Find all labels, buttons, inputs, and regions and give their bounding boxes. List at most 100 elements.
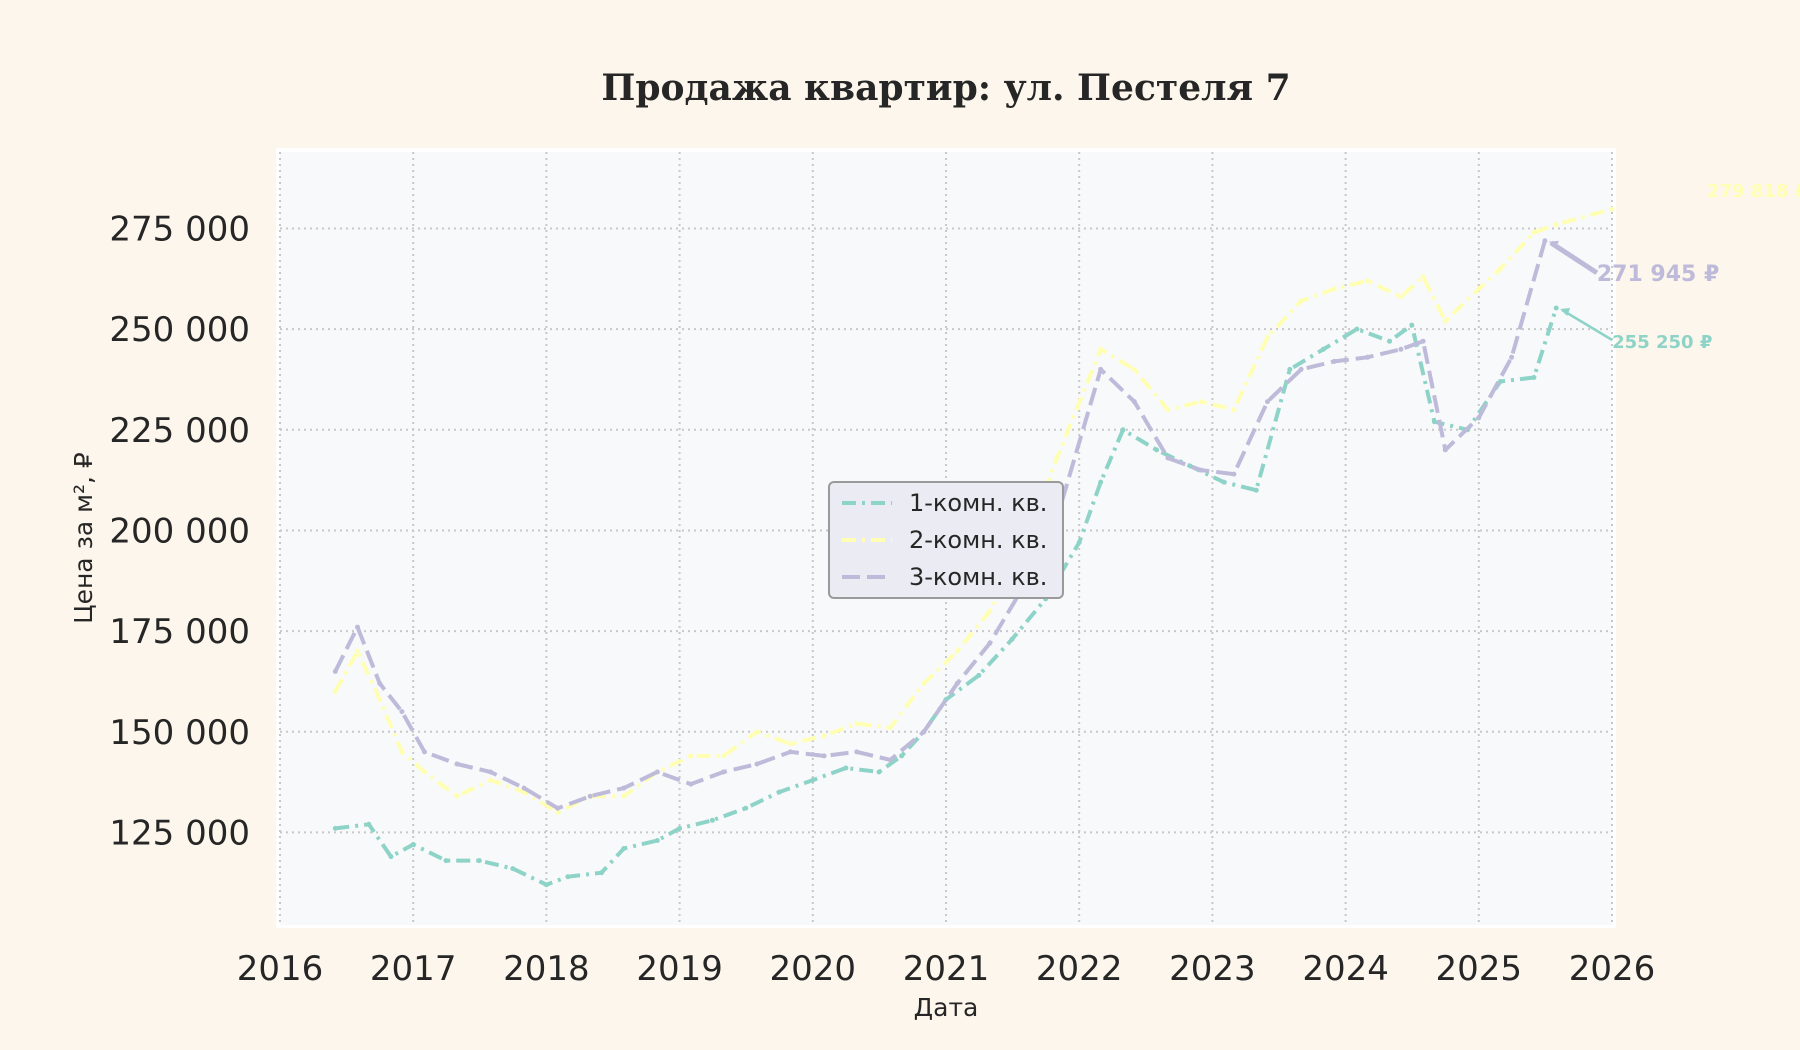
end-value-label: 279 818 ₽ — [1707, 181, 1800, 202]
y-tick-label: 275 000 — [109, 209, 250, 249]
data-point — [422, 749, 427, 755]
data-point — [1054, 455, 1060, 461]
data-point — [921, 680, 927, 686]
data-point — [1131, 399, 1137, 405]
data-point — [899, 753, 905, 759]
data-point — [1231, 471, 1237, 477]
annotation-arrow — [1549, 240, 1599, 275]
data-point — [1531, 375, 1537, 380]
data-point — [677, 825, 683, 831]
data-point — [776, 789, 782, 795]
data-point — [410, 842, 416, 847]
data-point — [1542, 238, 1548, 244]
data-point — [1476, 286, 1482, 292]
data-point — [1198, 467, 1204, 473]
data-point — [720, 753, 726, 759]
legend-label: 1-комн. кв. — [909, 489, 1047, 517]
data-point — [1165, 407, 1171, 413]
data-point — [987, 640, 993, 646]
data-point — [1398, 346, 1404, 352]
data-point — [688, 753, 694, 759]
data-point — [843, 765, 849, 771]
y-tick-label: 150 000 — [109, 713, 250, 753]
data-point — [1364, 278, 1370, 284]
data-point — [454, 793, 460, 799]
data-point — [1364, 354, 1370, 360]
data-point — [621, 793, 627, 799]
data-point — [654, 769, 660, 775]
annotation-arrow — [1561, 308, 1613, 342]
data-point — [488, 769, 494, 775]
data-point — [1331, 286, 1337, 292]
data-point — [1420, 274, 1426, 280]
data-point — [1098, 479, 1104, 485]
data-point — [1509, 354, 1515, 360]
data-point — [1009, 636, 1015, 642]
data-point — [476, 858, 482, 864]
data-point — [1098, 366, 1104, 372]
data-point — [555, 809, 561, 815]
data-point — [1331, 358, 1337, 364]
y-tick-label: 175 000 — [109, 612, 250, 652]
data-point — [921, 729, 927, 735]
x-tick-label: 2024 — [1302, 949, 1389, 989]
data-point — [1476, 415, 1482, 421]
data-point — [821, 733, 827, 739]
data-point — [1531, 230, 1537, 235]
data-point — [754, 761, 760, 767]
data-point — [1320, 346, 1326, 352]
data-point — [1131, 366, 1137, 372]
data-point — [399, 709, 405, 715]
series-layer — [332, 206, 1615, 888]
data-point — [788, 741, 793, 747]
data-point — [355, 624, 360, 630]
data-point — [332, 689, 338, 694]
data-point — [1253, 487, 1259, 493]
x-tick-label: 2019 — [636, 949, 723, 989]
data-point — [654, 838, 660, 843]
data-point — [332, 668, 338, 674]
data-point — [1387, 338, 1393, 344]
data-point — [510, 866, 516, 872]
data-point — [876, 769, 882, 775]
annotation-arrowhead — [1560, 308, 1571, 317]
data-point — [1553, 222, 1559, 227]
data-point — [1609, 206, 1615, 212]
data-point — [422, 769, 427, 775]
data-point — [788, 749, 793, 755]
x-tick-label: 2026 — [1569, 949, 1656, 989]
data-point — [709, 817, 715, 823]
series-line-1 — [335, 307, 1559, 887]
data-point — [587, 793, 593, 799]
y-tick-label: 125 000 — [109, 813, 250, 853]
end-value-label: 255 250 ₽ — [1612, 332, 1712, 353]
data-point — [743, 805, 749, 811]
y-tick-label: 250 000 — [109, 310, 250, 350]
legend: 1-комн. кв. 2-комн. кв. 3-комн. кв. — [828, 481, 1064, 599]
series-line-2 — [333, 207, 1613, 815]
x-tick-label: 2022 — [1036, 949, 1123, 989]
tick-labels: 2016 2017 2018 2019 2020 2021 2022 2023 2024 2025… — [109, 209, 1655, 989]
annotation-arrowhead — [1548, 240, 1559, 249]
data-point — [355, 648, 360, 654]
y-tick-label: 200 000 — [109, 511, 250, 551]
data-point — [720, 769, 726, 775]
x-tick-label: 2025 — [1436, 949, 1523, 989]
data-point — [1187, 463, 1193, 469]
data-point — [599, 870, 604, 876]
y-tick-label: 225 000 — [109, 411, 250, 451]
data-point — [1298, 366, 1304, 372]
data-point — [565, 874, 571, 880]
data-point — [954, 680, 960, 686]
data-point — [887, 757, 893, 763]
data-point — [366, 821, 372, 827]
data-point — [388, 854, 394, 860]
data-point — [1265, 399, 1270, 405]
data-point — [1354, 326, 1360, 332]
data-point — [488, 777, 494, 783]
data-point — [399, 749, 405, 755]
data-point — [377, 680, 383, 686]
data-point — [621, 785, 627, 791]
grid — [279, 152, 1613, 925]
